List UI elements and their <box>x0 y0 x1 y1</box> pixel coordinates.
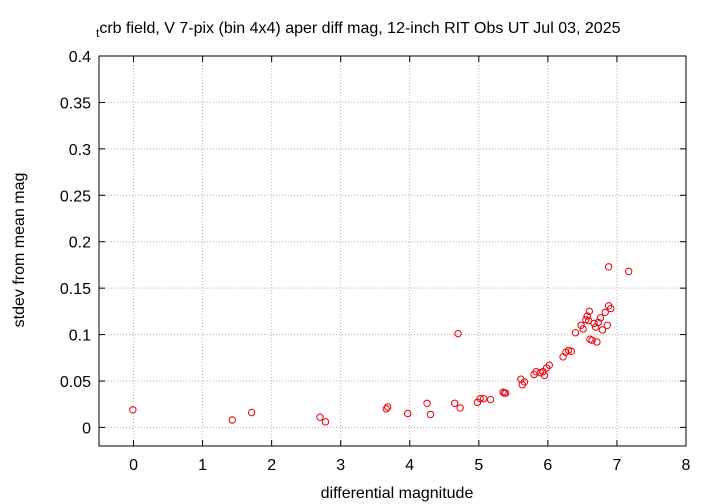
y-tick-label: 0.35 <box>60 95 91 112</box>
gridlines <box>99 55 686 446</box>
x-tick-label: 3 <box>336 457 345 474</box>
chart-title: tcrb field, V 7-pix (bin 4x4) aper diff … <box>96 20 621 40</box>
data-point <box>593 338 601 346</box>
data-point <box>601 308 609 316</box>
data-point <box>502 389 510 397</box>
data-point <box>382 405 390 413</box>
data-point <box>545 361 553 369</box>
data-point <box>603 321 611 329</box>
data-point <box>588 336 596 344</box>
data-point <box>228 416 236 424</box>
data-point <box>579 325 587 333</box>
y-axis-label: stdev from mean mag <box>11 173 28 328</box>
x-tick-label: 5 <box>474 457 483 474</box>
data-point <box>520 378 529 386</box>
x-tick-label: 8 <box>682 457 691 474</box>
axis-ticks: 0 1 2 3 4 5 6 7 8 0 0.05 0.1 0.15 0.2 0.25 0.3 0.35 0.4 <box>60 49 691 474</box>
data-point <box>450 399 459 407</box>
plot-frame <box>98 55 687 447</box>
data-point <box>571 329 580 337</box>
y-tick-label: 0.25 <box>60 188 91 205</box>
data-point <box>247 408 256 417</box>
x-tick-label: 6 <box>543 457 552 474</box>
data-point <box>577 321 585 329</box>
data-point <box>567 347 576 355</box>
data-point <box>596 314 605 322</box>
y-tick-label: 0.4 <box>69 49 91 66</box>
data-points <box>129 263 633 426</box>
y-tick-label: 0.1 <box>69 328 91 345</box>
x-tick-label: 0 <box>129 457 138 474</box>
x-tick-label: 2 <box>267 457 276 474</box>
y-tick-label: 0 <box>82 420 91 437</box>
data-point <box>604 263 613 271</box>
data-point <box>321 418 330 426</box>
chart-title-text: crb field, V 7-pix (bin 4x4) aper diff m… <box>99 20 620 37</box>
y-tick-label: 0.15 <box>60 281 91 298</box>
x-tick-label: 4 <box>405 457 414 474</box>
chart-title-prefix: t <box>96 26 100 40</box>
data-point <box>129 406 137 414</box>
data-point <box>598 326 607 334</box>
data-point <box>590 319 598 328</box>
data-point <box>540 371 549 380</box>
x-tick-label: 7 <box>612 457 621 474</box>
data-point <box>532 368 540 376</box>
x-axis-label: differential magnitude <box>321 485 474 502</box>
y-tick-label: 0.2 <box>69 235 91 252</box>
data-point <box>594 318 602 327</box>
data-point <box>426 410 435 419</box>
data-point <box>476 394 484 403</box>
data-point <box>316 413 324 421</box>
data-point <box>456 404 464 412</box>
x-tick-label: 1 <box>198 457 207 474</box>
y-tick-label: 0.05 <box>60 374 91 391</box>
data-point <box>454 329 462 338</box>
data-point <box>607 304 615 313</box>
data-point <box>624 267 633 276</box>
data-point <box>479 394 488 403</box>
data-point <box>423 399 431 407</box>
data-point <box>583 312 591 320</box>
y-tick-label: 0.3 <box>69 142 91 159</box>
data-point <box>403 409 412 418</box>
data-point <box>585 307 594 316</box>
data-point <box>383 403 392 411</box>
data-point <box>486 395 495 404</box>
